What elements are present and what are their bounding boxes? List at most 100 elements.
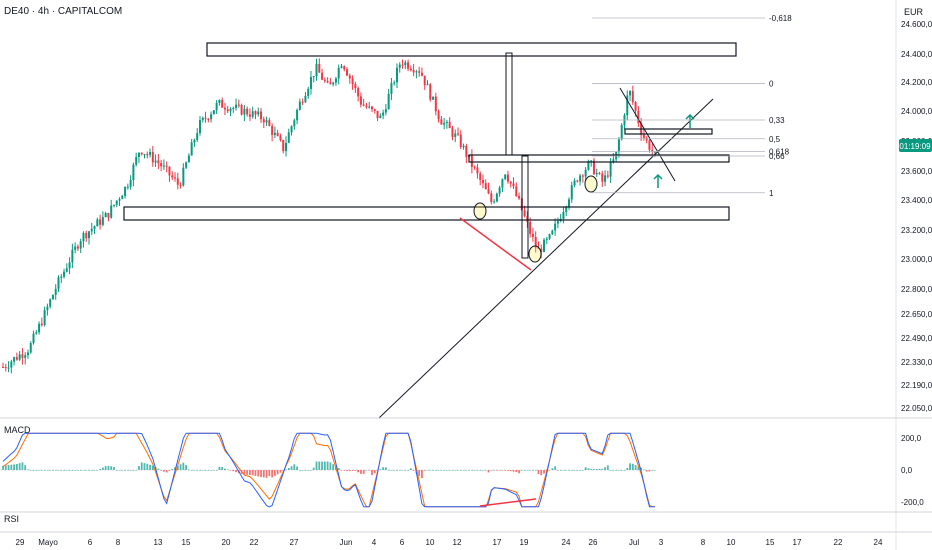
price-axis[interactable]: 24.600,024.400,024.200,024.000,023.800,0… <box>901 20 932 413</box>
macd-histogram-bar <box>10 464 13 470</box>
macd-histogram-bar <box>620 470 623 471</box>
macd-histogram-bar <box>196 470 199 471</box>
macd-histogram-bar <box>457 470 459 471</box>
candle-body <box>32 333 35 344</box>
candle-body <box>537 247 540 249</box>
candle-body <box>451 128 454 137</box>
macd-histogram-bar <box>470 470 473 471</box>
macd-histogram-bar <box>168 470 171 471</box>
macd-histogram-bar <box>52 470 54 471</box>
candle-body <box>457 133 460 135</box>
candle-body <box>2 366 4 368</box>
candle-body <box>654 151 656 153</box>
candle-body <box>171 175 174 178</box>
candles-layer <box>2 58 656 374</box>
candle-body <box>43 310 46 326</box>
candle-body <box>404 62 407 66</box>
candle-body <box>204 117 207 119</box>
candle-body <box>448 121 451 129</box>
macd-histogram-bar <box>581 470 584 471</box>
macd-histogram-bar <box>115 469 118 471</box>
candle-body <box>248 114 251 117</box>
macd-histogram-bar <box>396 470 398 471</box>
macd-histogram-bar <box>121 470 124 471</box>
candle-body <box>565 206 568 212</box>
candle-body <box>21 354 24 358</box>
macd-tick-label: -200,0 <box>901 498 924 507</box>
macd-histogram-bar <box>262 470 265 478</box>
macd-histogram-bar <box>429 470 432 471</box>
macd-histogram-bar <box>568 470 570 471</box>
macd-histogram-bar <box>584 467 587 470</box>
macd-histogram-bar <box>273 470 276 476</box>
macd-histogram-bar <box>265 470 268 478</box>
macd-histogram-bar <box>490 470 493 471</box>
macd-histogram-bar <box>124 470 126 471</box>
macd-histogram-bar <box>526 470 529 471</box>
macd-histogram-bar <box>285 469 287 471</box>
time-tick-label: Jul <box>629 538 639 547</box>
macd-signal-line <box>2 432 655 508</box>
macd-histogram-bar <box>606 465 609 470</box>
price-badge: 01:19:09 <box>899 139 932 152</box>
time-tick-label: 29 <box>16 538 25 547</box>
candle-body <box>556 221 559 224</box>
candle-body <box>149 152 152 155</box>
candle-body <box>185 162 188 168</box>
candle-body <box>124 186 127 196</box>
candle-body <box>57 277 60 289</box>
candle-body <box>506 174 509 182</box>
macd-histogram-bar <box>107 465 110 470</box>
candle-body <box>162 165 165 167</box>
candle-body <box>454 133 457 137</box>
candle-body <box>373 109 376 111</box>
candle-body <box>617 139 620 152</box>
price-tick-label: 24.000,0 <box>901 107 932 116</box>
candle-body <box>193 139 196 143</box>
time-tick-label: 15 <box>766 538 775 547</box>
candle-body <box>229 108 232 112</box>
macd-histogram-bar <box>224 468 226 470</box>
macd-histogram-bar <box>140 462 143 470</box>
macd-histogram-bar <box>71 470 74 471</box>
candle-body <box>18 354 21 360</box>
macd-histogram-bar <box>46 470 49 471</box>
upper-zone-box <box>624 128 713 135</box>
candle-body <box>495 193 498 202</box>
macd-histogram-bar <box>559 470 562 471</box>
candle-body <box>323 79 326 82</box>
candle-body <box>296 109 299 121</box>
candle-body <box>642 134 645 138</box>
macd-histogram-bar <box>174 467 176 470</box>
macd-histogram-bar <box>171 469 174 470</box>
time-tick-label: 10 <box>727 538 736 547</box>
macd-histogram-bar <box>409 468 412 470</box>
candle-body <box>118 199 121 201</box>
macd-histogram-bar <box>512 470 515 472</box>
macd-histogram-bar <box>562 470 565 471</box>
macd-histogram-bar <box>229 470 232 471</box>
macd-histogram-bar <box>249 470 251 475</box>
candle-body <box>562 211 565 219</box>
macd-histogram-bar <box>401 470 404 471</box>
candle-body <box>651 149 654 152</box>
candle-body <box>512 183 515 187</box>
candle-body <box>257 111 260 115</box>
candle-body <box>523 210 526 217</box>
macd-histogram-bar <box>437 470 440 471</box>
macd-histogram-bar <box>556 470 559 471</box>
candle-body <box>226 109 229 112</box>
candle-body <box>76 246 79 249</box>
macd-histogram-bar <box>387 470 390 471</box>
macd-histogram-bar <box>637 466 640 470</box>
macd-histogram-bar <box>343 470 346 471</box>
candle-body <box>393 82 396 84</box>
macd-histogram-bar <box>654 470 656 471</box>
macd-histogram-bar <box>312 467 315 470</box>
time-axis[interactable]: 29 Mayo 6 8 13 15 20 22 27 Jun 4 6 10 12 17 19 24 26 Jul 3 8… <box>16 538 883 547</box>
candle-body <box>46 306 49 311</box>
candle-body <box>604 175 607 182</box>
candle-body <box>579 175 582 182</box>
